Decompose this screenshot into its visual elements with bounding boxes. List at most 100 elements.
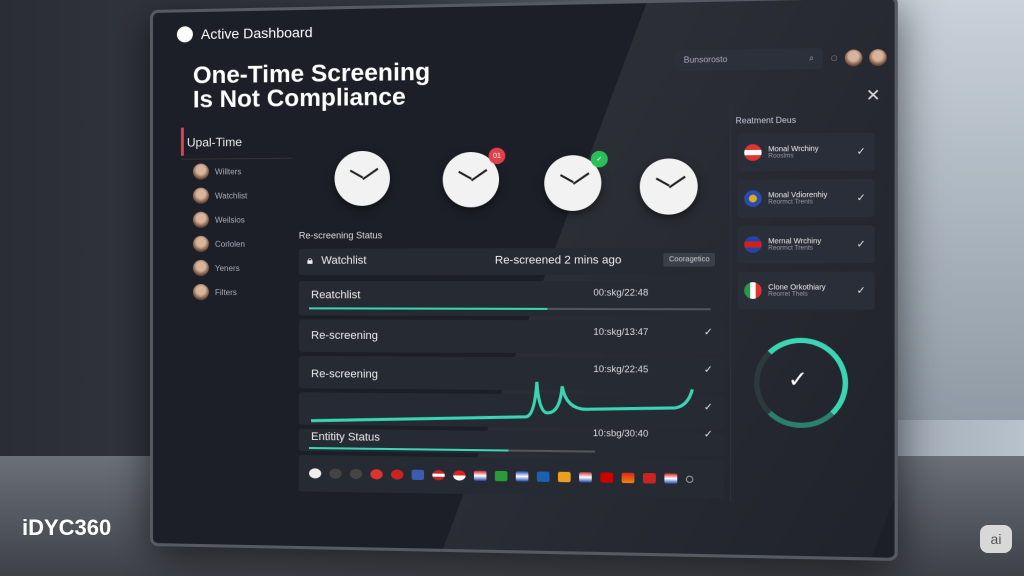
clock-hands-icon: ✓ xyxy=(787,366,808,393)
flag-icon[interactable] xyxy=(557,471,571,483)
app-title: Active Dashboard xyxy=(200,23,313,43)
status-row[interactable]: Entitity Status 10:sbg/30:40 ✓ xyxy=(298,427,724,457)
progress-fill xyxy=(309,446,508,452)
row-time: 10:skg/13:47 xyxy=(593,326,649,338)
clock-icon xyxy=(334,150,390,207)
section-label: Re-screening Status xyxy=(298,230,383,241)
search-value: Bunsorosto xyxy=(683,54,728,65)
check-icon: ✓ xyxy=(703,326,713,339)
sidebar-item[interactable]: Weilsios xyxy=(181,207,292,232)
sidebar-title: Upal-Time xyxy=(180,126,292,160)
flag-icon[interactable] xyxy=(494,470,508,482)
app-logo-icon xyxy=(176,26,193,43)
header-actions: ◌ xyxy=(831,49,887,67)
sidebar-accent xyxy=(180,127,184,156)
check-icon: ✓ xyxy=(856,192,866,204)
clock-icon: 01 xyxy=(442,147,506,208)
sidebar-item-label: Corlolen xyxy=(214,239,245,249)
flag-icon xyxy=(744,236,762,253)
alert-badge: 01 xyxy=(488,147,506,165)
headline-line-2: Is Not Compliance xyxy=(192,83,406,114)
panel-title: Reatment Deus xyxy=(735,115,797,126)
flag-icon[interactable] xyxy=(349,468,363,480)
sidebar-item-label: Filters xyxy=(214,287,237,297)
lock-icon: 🔒︎ xyxy=(306,254,313,267)
sidebar-item[interactable]: Willters xyxy=(181,159,292,184)
sidebar-item[interactable]: Filters xyxy=(181,280,292,304)
avatar[interactable] xyxy=(868,49,887,67)
more-icon[interactable] xyxy=(685,475,694,483)
sidebar-item-label: Weilsios xyxy=(214,215,245,225)
flag-icon[interactable] xyxy=(453,470,466,481)
sidebar-item[interactable]: Yeners xyxy=(181,256,292,280)
flag-icon[interactable] xyxy=(309,468,322,479)
check-icon: ✓ xyxy=(856,284,866,297)
flag-icon xyxy=(744,190,762,207)
check-icon: ✓ xyxy=(703,401,713,414)
right-panel: Reatment Deus Monal Wrchiny Rooslms ✓ Mona… xyxy=(730,103,884,505)
progress-ring-clock-icon: ✓ xyxy=(754,337,849,429)
page-title: One-Time Screening Is Not Compliance xyxy=(192,58,458,114)
title-bar: Active Dashboard xyxy=(176,23,313,43)
card-name: Mernal Wrchiny xyxy=(768,237,822,246)
watchlist-row[interactable]: 🔒︎ Watchlist Re-screened 2 mins ago Coor… xyxy=(298,247,724,275)
panel-card[interactable]: Monal Wrchiny Rooslms ✓ xyxy=(737,132,875,172)
sidebar-item[interactable]: Corlolen xyxy=(181,232,292,256)
avatar[interactable] xyxy=(844,49,862,67)
sidebar-item[interactable]: Watchlist xyxy=(181,183,292,208)
panel-card[interactable]: Monal Vdiorenhiy Reormct Trents ✓ xyxy=(737,178,875,218)
sidebar: Upal-Time Willters Watchlist Weilsios Co… xyxy=(180,126,292,304)
activity-sparkline xyxy=(299,360,724,429)
flag-icon[interactable] xyxy=(329,468,342,479)
card-name: Monal Wrchiny xyxy=(768,145,819,153)
sidebar-item-label: Willters xyxy=(214,166,242,177)
country-flags-bar xyxy=(298,454,724,499)
flag-icon xyxy=(744,282,762,299)
flag-icon[interactable] xyxy=(473,470,487,482)
brand-logo: iDYC360 xyxy=(22,515,112,540)
flag-icon[interactable] xyxy=(370,469,383,480)
bell-icon[interactable]: ◌ xyxy=(830,51,838,65)
completed-button[interactable]: Cooragetico xyxy=(663,252,716,267)
avatar xyxy=(192,211,209,228)
flag-icon xyxy=(744,144,762,162)
avatar xyxy=(192,163,209,180)
card-sub: Reorret Thels xyxy=(768,291,808,298)
progress-fill xyxy=(309,307,548,310)
flag-icon[interactable] xyxy=(600,472,614,483)
avatar xyxy=(192,235,209,252)
row-time: 00:skg/22:48 xyxy=(593,287,649,298)
flag-icon[interactable] xyxy=(536,471,550,482)
check-icon: ✓ xyxy=(856,238,866,251)
sidebar-item-label: Yeners xyxy=(214,263,240,273)
flag-icon[interactable] xyxy=(642,472,656,484)
card-sub: Rooslms xyxy=(768,152,794,160)
watchlist-label: Watchlist xyxy=(321,254,367,267)
search-input[interactable]: Bunsorosto ⌕ xyxy=(675,47,823,72)
check-icon: ✓ xyxy=(856,145,866,158)
flag-icon[interactable] xyxy=(621,472,635,484)
clock-icon: ✓ xyxy=(544,150,608,212)
row-time: 10:sbg/30:40 xyxy=(592,427,649,439)
progress-bar xyxy=(309,446,596,453)
card-sub: Reormct Trents xyxy=(768,198,813,206)
flag-icon[interactable] xyxy=(432,469,445,481)
status-row[interactable]: Re-screening 10:skg/13:47 ✓ xyxy=(298,319,724,355)
search-icon[interactable]: ⌕ xyxy=(809,53,815,63)
flag-icon[interactable] xyxy=(390,469,404,480)
flag-icon[interactable] xyxy=(664,473,678,484)
progress-bar xyxy=(309,307,711,311)
panel-card[interactable]: Mernal Wrchiny Reormct Trents ✓ xyxy=(737,225,875,264)
status-row[interactable]: ✓ xyxy=(298,392,724,430)
ai-badge: ai xyxy=(980,525,1012,553)
row-label: Re-screening xyxy=(311,329,379,343)
card-name: Monal Vdiorenhiy xyxy=(768,191,828,199)
panel-card[interactable]: Clone Orkothiary Reorret Thels ✓ xyxy=(737,271,875,310)
flag-icon[interactable] xyxy=(579,472,592,483)
flag-icon[interactable] xyxy=(515,471,529,482)
row-label: Entitity Status xyxy=(311,430,380,444)
sidebar-item-label: Watchlist xyxy=(214,190,248,201)
status-row[interactable]: Reatchlist 00:skg/22:48 xyxy=(298,281,724,317)
flag-icon[interactable] xyxy=(411,469,425,481)
avatar xyxy=(192,284,209,301)
